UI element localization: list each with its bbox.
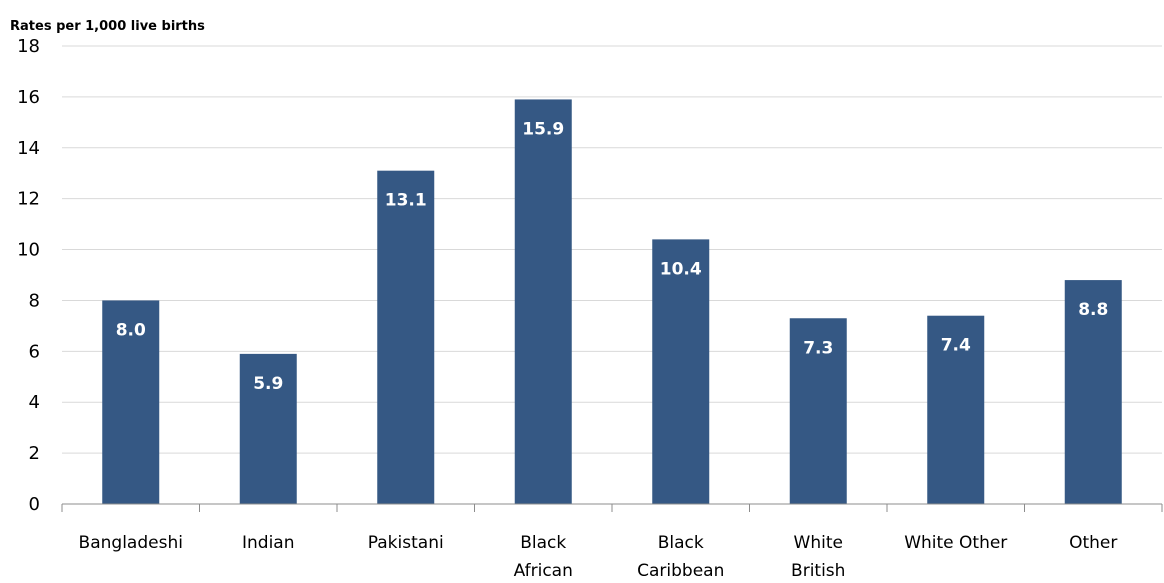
x-tick-label: Other <box>1069 533 1117 553</box>
y-tick-label: 18 <box>17 36 40 57</box>
bar <box>652 239 710 504</box>
y-tick-label: 0 <box>29 494 40 515</box>
x-tick-label: Pakistani <box>368 533 444 553</box>
bar-value-label: 7.4 <box>941 336 971 356</box>
bar-value-label: 7.3 <box>803 338 833 358</box>
bar-value-label: 8.8 <box>1078 300 1108 320</box>
bar <box>514 99 572 504</box>
x-tick-label: African <box>514 561 573 581</box>
bar-value-label: 8.0 <box>116 320 146 340</box>
y-axis: 0 2 4 6 8 10 12 14 16 18 <box>17 36 40 515</box>
y-tick-label: 10 <box>17 240 40 261</box>
bar <box>789 318 847 504</box>
bar <box>1064 280 1122 504</box>
x-tick-label: Caribbean <box>637 561 724 581</box>
x-axis: Bangladeshi Indian Pakistani Black African Bl… <box>61 503 1163 581</box>
y-tick-label: 12 <box>17 189 40 210</box>
x-tick-label: Bangladeshi <box>79 533 183 553</box>
y-tick-label: 16 <box>17 87 40 108</box>
x-tick-label: British <box>791 561 845 581</box>
y-axis-title: Rates per 1,000 live births <box>10 19 205 34</box>
bar-value-label: 5.9 <box>253 374 283 394</box>
y-tick-label: 4 <box>29 392 40 413</box>
bar-value-label: 15.9 <box>522 119 564 139</box>
bar <box>102 300 160 504</box>
bar <box>377 170 435 504</box>
y-tick-label: 2 <box>29 443 40 464</box>
x-tick-label: Indian <box>242 533 295 553</box>
x-tick-label: White Other <box>904 533 1007 553</box>
bar-value-label: 13.1 <box>385 191 427 211</box>
y-tick-label: 6 <box>29 341 40 362</box>
y-tick-label: 8 <box>29 290 40 311</box>
x-tick-label: Black <box>658 533 704 553</box>
bar <box>239 353 297 504</box>
x-tick-label: Black <box>520 533 566 553</box>
y-tick-label: 14 <box>17 138 40 159</box>
x-tick-label: White <box>794 533 843 553</box>
bar-value-label: 10.4 <box>660 259 702 279</box>
gridlines <box>62 45 1162 454</box>
bars: 8.0 5.9 13.1 15.9 10.4 7.3 7.4 8.8 <box>102 99 1122 504</box>
bar <box>927 315 985 504</box>
